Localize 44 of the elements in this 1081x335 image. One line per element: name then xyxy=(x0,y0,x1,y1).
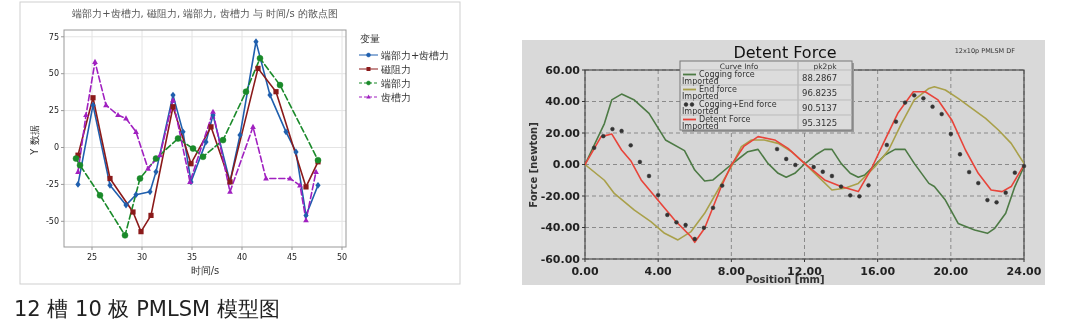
legend-label: End force Imported xyxy=(682,85,737,101)
y-tick-label: 0 xyxy=(53,143,59,153)
y-tick-label: 25 xyxy=(48,106,59,116)
y-tick-label: 60.00 xyxy=(545,63,581,77)
x-tick-label: 40 xyxy=(236,253,248,262)
text: 12 槽 10 极 PMLSM 模型图 xyxy=(14,297,280,321)
annotation: 90.5137 xyxy=(802,102,838,113)
y-axis-title: Force [newton] xyxy=(528,122,539,208)
legend-label: Cogging force Imported xyxy=(682,70,755,86)
x-tick-label: 0.00 xyxy=(571,265,599,278)
y-tick-label: -20.00 xyxy=(540,189,581,203)
y-axis-title: Y 数据 xyxy=(29,125,40,156)
legend-label: 端部力+齿槽力 xyxy=(381,49,450,61)
legend-label: Detent Force Imported xyxy=(682,115,751,131)
y-tick-label: 75 xyxy=(48,32,59,42)
x-tick-label: 45 xyxy=(286,253,298,262)
x-axis-title: 时间/s xyxy=(190,265,220,276)
x-tick-label: 4.00 xyxy=(644,265,673,278)
annotation: 95.3125 xyxy=(802,117,838,128)
legend-title: 变量 xyxy=(360,33,380,44)
y-tick-label: 0.00 xyxy=(552,158,581,172)
annotation: 96.8235 xyxy=(802,87,838,98)
y-tick-label: 20.00 xyxy=(545,126,581,140)
legend-label: 齿槽力 xyxy=(381,91,411,103)
chart-title: Detent Force xyxy=(733,43,837,62)
chart-title: 端部力+齿槽力, 磁阻力, 端部力, 齿槽力 与 时间/s 的散点图 xyxy=(72,8,338,19)
y-tick-label: 50 xyxy=(48,69,59,79)
x-tick-label: 25 xyxy=(86,253,98,262)
y-tick-label: -50 xyxy=(45,217,59,227)
y-tick-label: -40.00 xyxy=(540,221,581,235)
x-tick-label: 35 xyxy=(186,253,198,262)
x-tick-label: 30 xyxy=(136,253,148,262)
x-tick-label: 8.00 xyxy=(717,265,746,278)
y-tick-label: -60.00 xyxy=(540,252,581,266)
x-tick-label: 24.00 xyxy=(1006,265,1042,278)
legend-label: Cogging+End force Imported xyxy=(682,100,777,116)
annotation: 88.2867 xyxy=(802,72,838,83)
legend-label: 端部力 xyxy=(381,77,411,89)
x-tick-label: 16.00 xyxy=(860,265,896,278)
x-tick-label: 20.00 xyxy=(933,265,969,278)
y-tick-label: -25 xyxy=(45,180,59,190)
y-tick-label: 40.00 xyxy=(545,95,581,109)
x-tick-label: 50 xyxy=(336,253,348,262)
legend-label: 磁阻力 xyxy=(380,63,411,75)
